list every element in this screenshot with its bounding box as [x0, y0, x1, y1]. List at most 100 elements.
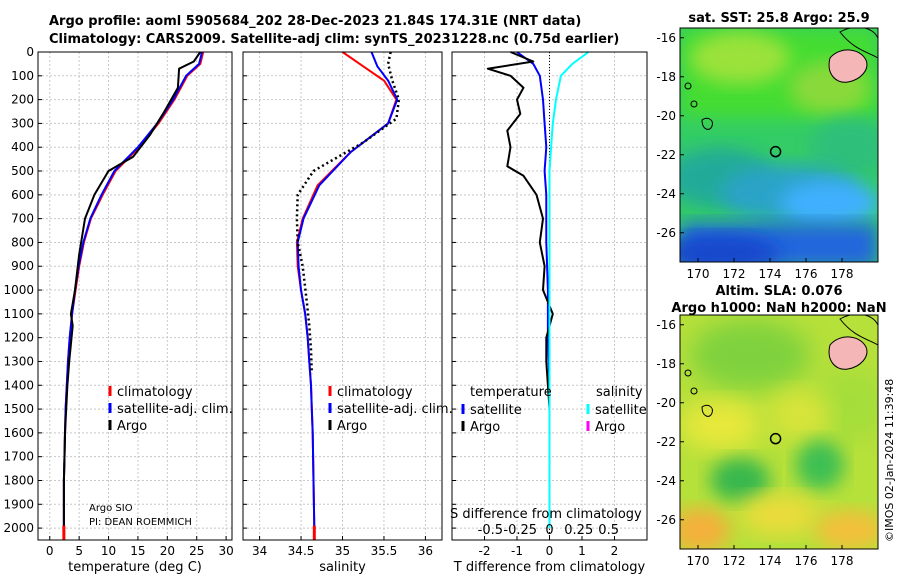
y-tick-label: 1200 [3, 331, 34, 345]
x-tick-label: 15 [130, 544, 145, 558]
panel-temperature: 0 5 10 15 20 25 30 temperature (deg C) 0 100 200 30… [3, 45, 233, 575]
y-tick-label: -20 [656, 396, 676, 410]
sst-map-title: sat. SST: 25.8 Argo: 25.9 [688, 11, 869, 26]
x-tick-label: 5 [75, 544, 83, 558]
y-tick-label: -16 [656, 31, 676, 45]
legend-label: satellite-adj. clim. [337, 402, 453, 417]
legend-label: Argo [117, 419, 147, 434]
y-tick-label: -26 [656, 226, 676, 240]
map-field [680, 315, 878, 549]
x-tick-label: -1 [511, 544, 523, 558]
x-axis-label: T difference from climatology [453, 560, 646, 575]
figure-title-line2: Climatology: CARS2009. Satellite-adj cli… [49, 32, 620, 47]
island-shape [828, 336, 868, 370]
island-shape [828, 49, 868, 83]
legend-label: Argo [470, 420, 500, 435]
x-tick-label: 172 [723, 267, 746, 281]
x-axis-label: salinity [319, 560, 366, 575]
x-tick-label: 178 [831, 267, 854, 281]
sla-map-title-line1: Altim. SLA: 0.076 [716, 284, 843, 299]
x-tick-label: 170 [687, 554, 710, 568]
pi-note: PI: DEAN ROEMMICH [89, 517, 192, 528]
float-position-marker [769, 145, 782, 158]
x-tick-label: 2 [611, 544, 619, 558]
map-frame [679, 314, 879, 550]
y-tick-label: -16 [656, 318, 676, 332]
legend-label: satellite-adj. clim. [117, 402, 233, 417]
y-tick-label: -18 [656, 70, 676, 84]
y-tick-label: -24 [656, 474, 676, 488]
x-tick-label: 0 [546, 544, 554, 558]
coastline [839, 315, 878, 346]
map-sst_map: 170 172 174 176 178 -16 -18 -20 -22 -24 -26 [656, 27, 879, 281]
coastline [690, 387, 698, 395]
axes-frame [37, 51, 233, 541]
series-satellite-t-diff [516, 51, 551, 529]
map-color-patch [710, 458, 770, 502]
x-tick-label: 34.5 [288, 544, 315, 558]
coastline [684, 369, 692, 377]
x-tick-label: 35.5 [371, 544, 398, 558]
series-satellite-adj-clim- [296, 51, 399, 529]
y-tick-label: 300 [11, 116, 34, 130]
y-tick-label: -24 [656, 187, 676, 201]
y-tick-label: 0 [26, 45, 34, 59]
coastline [690, 100, 698, 108]
x-tick-label: 20 [160, 544, 175, 558]
legend-label: satellite [595, 403, 647, 418]
map-color-patch [740, 495, 820, 535]
map-color-patch [690, 32, 790, 84]
y-tick-label: 2000 [3, 521, 34, 535]
y-tick-label: -26 [656, 513, 676, 527]
x-tick-label: 30 [218, 544, 233, 558]
series-argo [295, 51, 401, 374]
y-tick-label: 1900 [3, 497, 34, 511]
map-color-patch [680, 235, 780, 262]
s-tick-label: 0.25 [564, 523, 593, 538]
legend-label: climatology [337, 385, 413, 400]
y-tick-label: 100 [11, 69, 34, 83]
y-tick-label: 1700 [3, 450, 34, 464]
panel-differences: -2 -1 0 1 2 T difference from climatology temp… [450, 51, 648, 575]
legend-label: Argo [337, 419, 367, 434]
x-axis-label: temperature (deg C) [68, 560, 202, 575]
y-tick-label: 1100 [3, 307, 34, 321]
map-color-patch [690, 320, 810, 390]
series-argo [62, 51, 202, 529]
sla-map-title-line2: Argo h1000: NaN h2000: NaN [671, 301, 886, 316]
x-tick-label: 10 [101, 544, 116, 558]
s-tick-label: 0.5 [598, 523, 619, 538]
y-tick-label: 700 [11, 212, 34, 226]
y-tick-label: 600 [11, 188, 34, 202]
y-tick-label: 1300 [3, 354, 34, 368]
y-tick-label: 400 [11, 140, 34, 154]
x-tick-label: 172 [723, 554, 746, 568]
map-sla_map: 170 172 174 176 178 -16 -18 -20 -22 -24 -26 [656, 314, 879, 568]
x-tick-label: 176 [795, 554, 818, 568]
x-tick-label: 178 [831, 554, 854, 568]
y-tick-label: 800 [11, 235, 34, 249]
map-color-patch [770, 390, 830, 440]
map-frame [679, 27, 879, 263]
x-tick-label: 36 [418, 544, 433, 558]
legend-header: salinity [596, 385, 643, 400]
map-color-patch [680, 508, 730, 549]
pi-note: Argo SIO [89, 503, 133, 514]
coastline [684, 82, 692, 90]
x-tick-label: 35 [335, 544, 350, 558]
series-argo-t-diff [486, 51, 554, 529]
legend-label: satellite [470, 403, 522, 418]
legend-header: temperature [470, 385, 552, 400]
x-tick-label: -2 [479, 544, 491, 558]
y-tick-label: 200 [11, 93, 34, 107]
x-tick-label: 34 [252, 544, 267, 558]
x-tick-label: 0 [46, 544, 54, 558]
map-color-patch [780, 181, 878, 225]
panel-salinity: 34 34.5 35 35.5 36 salinity climatology satelli… [242, 51, 453, 575]
y-tick-label: -20 [656, 109, 676, 123]
x-tick-label: 25 [189, 544, 204, 558]
y-tick-label: 1500 [3, 402, 34, 416]
map-field [680, 28, 878, 262]
x-tick-label: 170 [687, 267, 710, 281]
